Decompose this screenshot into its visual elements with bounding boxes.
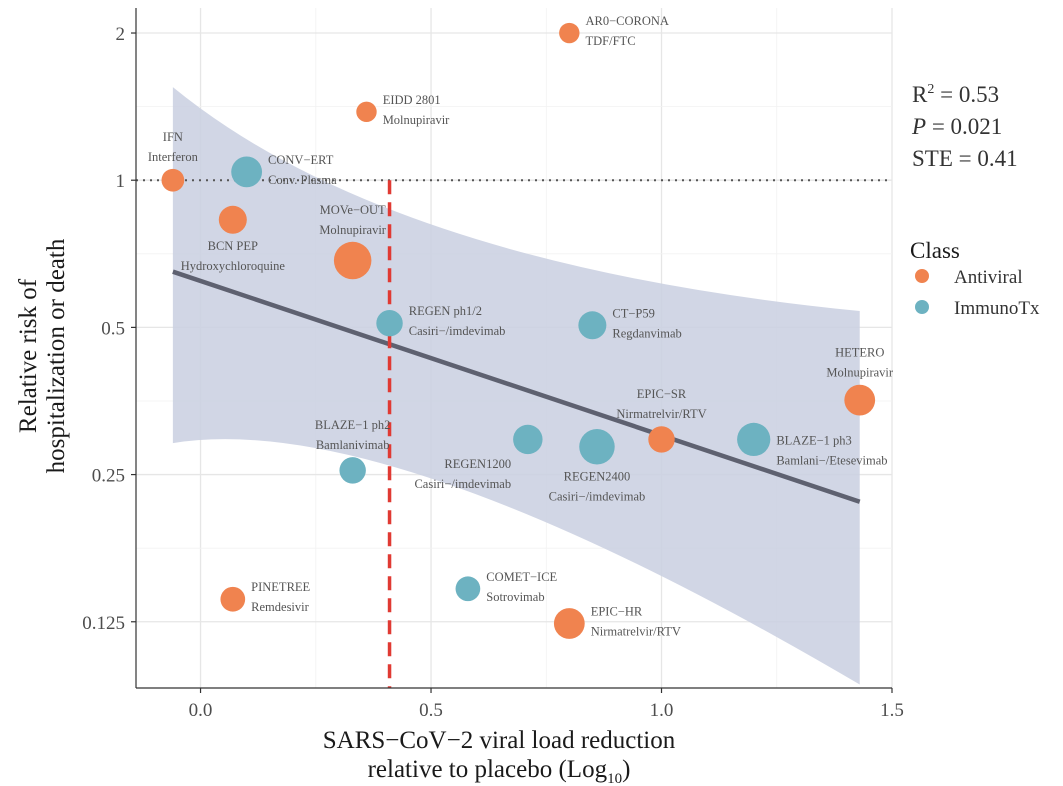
- p-value-number: = 0.021: [926, 114, 1002, 139]
- point-label-trial-10: REGEN1200: [444, 457, 511, 471]
- y-axis-title-line1: Relative risk of: [15, 278, 42, 433]
- data-point-9: [648, 426, 675, 453]
- point-label-drug-12: Bamlani−/Etesevimab: [776, 453, 887, 467]
- stats-annotation: R2 = 0.53 P = 0.021 STE = 0.41: [911, 82, 1018, 171]
- data-point-6: [376, 309, 403, 337]
- data-point-14: [455, 576, 481, 602]
- point-label-drug-11: Casiri−/imdevimab: [549, 489, 646, 503]
- data-point-11: [579, 429, 615, 465]
- point-label-drug-5: Molnupiravir: [319, 223, 386, 237]
- y-tick-label-1: 0.25: [92, 466, 125, 487]
- point-label-trial-5: MOVe−OUT: [320, 203, 386, 217]
- point-label-drug-9: Nirmatrelvir/RTV: [616, 407, 706, 421]
- y-tick-label-0: 0.125: [82, 613, 125, 634]
- r-squared-symbol: R: [912, 82, 928, 107]
- point-label-trial-16: EPIC−HR: [591, 604, 643, 618]
- point-label-drug-4: Hydroxychloroquine: [181, 259, 286, 273]
- point-label-trial-14: COMET−ICE: [486, 570, 557, 584]
- ste-text: STE = 0.41: [912, 146, 1018, 171]
- legend-label-antiviral: Antiviral: [954, 267, 1023, 288]
- point-label-trial-13: BLAZE−1 ph2: [315, 418, 390, 432]
- data-point-16: [553, 608, 585, 639]
- point-label-drug-10: Casiri−/imdevimab: [414, 477, 511, 491]
- p-value-symbol: P: [911, 114, 926, 139]
- point-label-trial-1: EIDD 2801: [383, 93, 441, 107]
- legend-key-antiviral: [915, 269, 929, 283]
- point-label-trial-6: REGEN ph1/2: [409, 304, 482, 318]
- data-point-5: [333, 241, 372, 280]
- point-label-trial-15: PINETREE: [251, 580, 310, 594]
- data-points: [161, 22, 876, 639]
- point-label-trial-11: REGEN2400: [564, 469, 631, 483]
- reference-lines: [136, 179, 892, 688]
- x-tick-label-3: 1.5: [880, 700, 904, 721]
- point-label-drug-6: Casiri−/imdevimab: [409, 324, 506, 338]
- legend: Class Antiviral ImmunoTx: [910, 238, 1040, 319]
- data-point-3: [231, 156, 263, 188]
- y-axis-title-group: Relative risk of hospitalization or deat…: [15, 238, 70, 473]
- data-point-7: [578, 311, 607, 340]
- data-point-1: [356, 101, 377, 123]
- legend-title: Class: [910, 238, 960, 263]
- data-point-12: [737, 422, 771, 457]
- y-tick-label-2: 0.5: [101, 318, 125, 339]
- point-labels: AR0−CORONA TDF/FTC EIDD 2801 Molnupiravir IF…: [148, 14, 894, 638]
- y-axis-title-line2: hospitalization or death: [43, 238, 70, 473]
- point-label-drug-16: Nirmatrelvir/RTV: [591, 624, 681, 638]
- point-label-trial-12: BLAZE−1 ph3: [776, 433, 851, 447]
- data-point-15: [220, 586, 246, 612]
- p-value-text: P = 0.021: [911, 114, 1002, 139]
- point-label-drug-2: Interferon: [148, 150, 199, 164]
- x-tick-label-2: 1.0: [650, 700, 674, 721]
- point-label-trial-4: BCN PEP: [208, 239, 258, 253]
- x-axis-title-close: ): [622, 756, 630, 783]
- x-axis-title-line1: SARS−CoV−2 viral load reduction: [323, 727, 676, 754]
- r-squared-text: R2 = 0.53: [912, 82, 999, 107]
- point-label-drug-8: Molnupiravir: [826, 366, 893, 380]
- point-label-drug-3: Conv. Plasma: [268, 173, 337, 187]
- data-point-13: [339, 457, 366, 484]
- axes: 0.0 0.5 1.0 1.5 0.125 0.25 0.5 1 2: [82, 8, 904, 721]
- point-label-trial-2: IFN: [163, 130, 183, 144]
- point-label-trial-9: EPIC−SR: [637, 387, 687, 401]
- point-label-drug-1: Molnupiravir: [383, 113, 450, 127]
- data-point-4: [218, 205, 247, 234]
- r-squared-superscript: 2: [927, 82, 934, 97]
- r-squared-value: = 0.53: [934, 82, 999, 107]
- x-tick-label-1: 0.5: [419, 700, 443, 721]
- point-label-drug-13: Bamlanivimab: [316, 438, 390, 452]
- point-label-trial-7: CT−P59: [612, 306, 654, 320]
- regression-line: [172, 269, 861, 504]
- y-tick-label-4: 2: [116, 24, 126, 45]
- x-tick-label-0: 0.0: [189, 700, 213, 721]
- legend-key-immunotx: [915, 300, 929, 314]
- point-label-drug-0: TDF/FTC: [586, 34, 636, 48]
- point-label-drug-14: Sotrovimab: [486, 590, 544, 604]
- point-label-trial-8: HETERO: [835, 346, 884, 360]
- x-axis-title-line2: relative to placebo (Log10): [368, 756, 631, 786]
- data-point-10: [513, 424, 543, 455]
- legend-label-immunotx: ImmunoTx: [954, 298, 1040, 319]
- point-label-drug-15: Remdesivir: [251, 600, 309, 614]
- point-label-trial-3: CONV−ERT: [268, 153, 334, 167]
- y-tick-label-3: 1: [116, 171, 126, 192]
- data-point-0: [559, 22, 580, 44]
- point-label-drug-7: Regdanvimab: [612, 326, 681, 340]
- x-axis-title-subscript: 10: [607, 771, 622, 786]
- x-axis-title-main: relative to placebo (Log: [368, 756, 608, 783]
- data-point-2: [161, 168, 185, 192]
- point-label-trial-0: AR0−CORONA: [586, 14, 669, 28]
- data-point-8: [844, 384, 876, 416]
